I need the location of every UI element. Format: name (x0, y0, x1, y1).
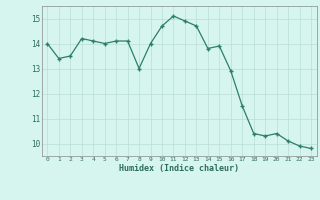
X-axis label: Humidex (Indice chaleur): Humidex (Indice chaleur) (119, 164, 239, 173)
